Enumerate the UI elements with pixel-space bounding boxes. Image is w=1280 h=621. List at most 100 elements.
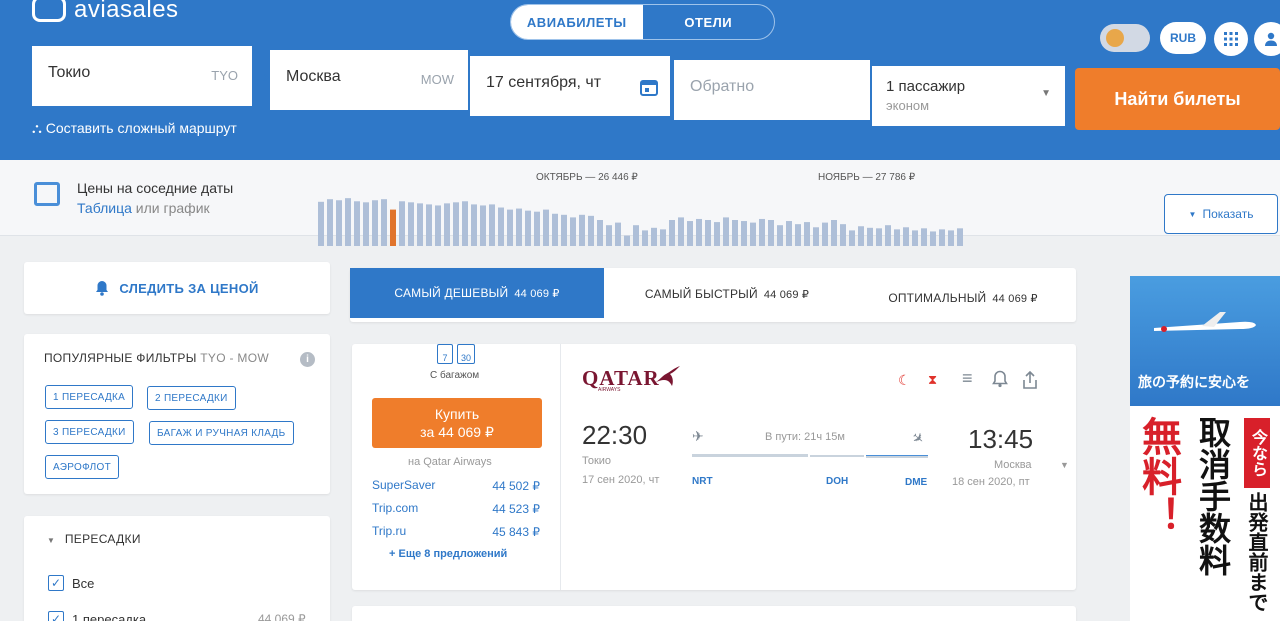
price-bar[interactable] bbox=[417, 203, 423, 246]
price-bar[interactable] bbox=[687, 221, 693, 246]
filter-chip[interactable]: 3 ПЕРЕСАДКИ bbox=[45, 420, 134, 444]
filter-chip[interactable]: 1 ПЕРЕСАДКА bbox=[45, 385, 134, 409]
swap-icon[interactable]: ⇄ bbox=[254, 70, 270, 90]
price-bar[interactable] bbox=[327, 199, 333, 246]
price-bar[interactable] bbox=[921, 228, 927, 246]
info-icon[interactable]: i bbox=[300, 352, 315, 367]
bell-icon[interactable] bbox=[992, 370, 1008, 388]
price-bar[interactable] bbox=[615, 222, 621, 246]
price-bar[interactable] bbox=[489, 204, 495, 246]
theme-toggle[interactable] bbox=[1100, 24, 1150, 52]
offer-agent[interactable]: Trip.com bbox=[372, 501, 419, 515]
price-bar[interactable] bbox=[552, 213, 558, 246]
destination-field[interactable]: Москва MOW bbox=[270, 50, 468, 110]
origin-field[interactable]: Токио TYO bbox=[32, 46, 252, 106]
show-button[interactable]: ▼ Показать bbox=[1164, 194, 1278, 234]
price-bar[interactable] bbox=[723, 217, 729, 246]
price-bar[interactable] bbox=[462, 201, 468, 246]
price-bar[interactable] bbox=[822, 222, 828, 246]
user-icon[interactable] bbox=[1254, 22, 1280, 56]
price-bar[interactable] bbox=[624, 235, 630, 246]
offer-agent[interactable]: SuperSaver bbox=[372, 478, 436, 492]
price-bar[interactable] bbox=[480, 205, 486, 246]
price-bar[interactable] bbox=[786, 221, 792, 246]
checkbox-one-stop[interactable]: ✓ bbox=[48, 611, 64, 621]
price-bar[interactable] bbox=[507, 209, 513, 246]
currency-button[interactable]: RUB bbox=[1160, 22, 1206, 54]
price-bar[interactable] bbox=[534, 211, 540, 246]
filter-chip[interactable]: 2 ПЕРЕСАДКИ bbox=[147, 386, 236, 410]
price-bar[interactable] bbox=[957, 228, 963, 246]
price-bar[interactable] bbox=[660, 229, 666, 246]
price-bar[interactable] bbox=[930, 231, 936, 246]
price-bar[interactable] bbox=[597, 220, 603, 246]
tab-optimal[interactable]: ОПТИМАЛЬНЫЙ 44 069 ₽ bbox=[850, 276, 1076, 320]
price-bar[interactable] bbox=[498, 207, 504, 246]
price-bar[interactable] bbox=[669, 220, 675, 246]
passengers-field[interactable]: 1 пассажир эконом ▼ bbox=[872, 66, 1065, 126]
brand-logo[interactable]: aviasales bbox=[74, 0, 179, 23]
price-bar[interactable] bbox=[651, 227, 657, 246]
offer-price[interactable]: 45 843 ₽ bbox=[492, 525, 540, 539]
price-bar[interactable] bbox=[705, 220, 711, 246]
tab-cheapest[interactable]: САМЫЙ ДЕШЕВЫЙ 44 069 ₽ bbox=[350, 268, 604, 318]
price-bar[interactable] bbox=[543, 209, 549, 246]
price-bar[interactable] bbox=[453, 202, 459, 246]
price-bar[interactable] bbox=[813, 227, 819, 246]
price-bar[interactable] bbox=[390, 209, 396, 246]
price-bar[interactable] bbox=[363, 202, 369, 246]
price-bar[interactable] bbox=[759, 218, 765, 246]
checkbox-all[interactable]: ✓ bbox=[48, 575, 64, 591]
price-bar[interactable] bbox=[435, 205, 441, 246]
price-bar[interactable] bbox=[381, 199, 387, 246]
price-bar[interactable] bbox=[588, 215, 594, 246]
price-bar[interactable] bbox=[561, 214, 567, 246]
price-bar[interactable] bbox=[939, 229, 945, 246]
price-bar[interactable] bbox=[336, 200, 342, 246]
filter-chip[interactable]: АЭРОФЛОТ bbox=[45, 455, 119, 479]
price-bar[interactable] bbox=[903, 227, 909, 246]
tab-flights[interactable]: АВИАБИЛЕТЫ bbox=[511, 5, 643, 39]
price-bar[interactable] bbox=[714, 222, 720, 246]
price-bar[interactable] bbox=[372, 200, 378, 246]
price-bar[interactable] bbox=[804, 222, 810, 246]
price-bar[interactable] bbox=[831, 220, 837, 246]
buy-button[interactable]: Купить за 44 069 ₽ bbox=[372, 398, 542, 448]
offer-price[interactable]: 44 523 ₽ bbox=[492, 502, 540, 516]
price-bar[interactable] bbox=[471, 204, 477, 246]
price-bar[interactable] bbox=[885, 225, 891, 246]
price-bar[interactable] bbox=[750, 222, 756, 246]
price-bar[interactable] bbox=[732, 220, 738, 246]
price-bar[interactable] bbox=[606, 225, 612, 246]
offer-agent[interactable]: Trip.ru bbox=[372, 524, 407, 538]
price-bar[interactable] bbox=[741, 221, 747, 246]
tab-fastest[interactable]: САМЫЙ БЫСТРЫЙ 44 069 ₽ bbox=[606, 272, 848, 316]
track-price-button[interactable]: СЛЕДИТЬ ЗА ЦЕНОЙ bbox=[24, 262, 330, 314]
price-bar[interactable] bbox=[318, 201, 324, 246]
advertisement-banner[interactable]: 旅の予約に安心を 無料！ 取消手数料 今なら 出発直前まで bbox=[1130, 276, 1280, 621]
add-to-list-icon[interactable]: ≡ bbox=[962, 368, 973, 388]
share-icon[interactable] bbox=[1022, 370, 1038, 390]
price-bar[interactable] bbox=[399, 201, 405, 246]
price-bar[interactable] bbox=[426, 204, 432, 246]
price-bar[interactable] bbox=[570, 217, 576, 246]
price-bar[interactable] bbox=[894, 229, 900, 246]
price-bar[interactable] bbox=[768, 220, 774, 246]
return-date-field[interactable]: Обратно bbox=[674, 60, 870, 120]
price-bar[interactable] bbox=[795, 224, 801, 246]
price-bar[interactable] bbox=[876, 228, 882, 246]
price-bar[interactable] bbox=[849, 230, 855, 246]
price-bar[interactable] bbox=[912, 230, 918, 246]
price-bar[interactable] bbox=[354, 201, 360, 246]
price-bar[interactable] bbox=[840, 224, 846, 246]
price-bar[interactable] bbox=[858, 226, 864, 246]
apps-grid-icon[interactable] bbox=[1214, 22, 1248, 56]
depart-date-field[interactable]: 17 сентября, чт bbox=[470, 56, 670, 116]
price-bar[interactable] bbox=[345, 198, 351, 246]
price-bar[interactable] bbox=[579, 214, 585, 246]
more-offers-link[interactable]: + Еще 8 предложений bbox=[389, 548, 508, 560]
price-bar[interactable] bbox=[444, 203, 450, 246]
price-bar[interactable] bbox=[633, 225, 639, 246]
table-link[interactable]: Таблица bbox=[77, 200, 132, 216]
price-bar[interactable] bbox=[777, 225, 783, 246]
